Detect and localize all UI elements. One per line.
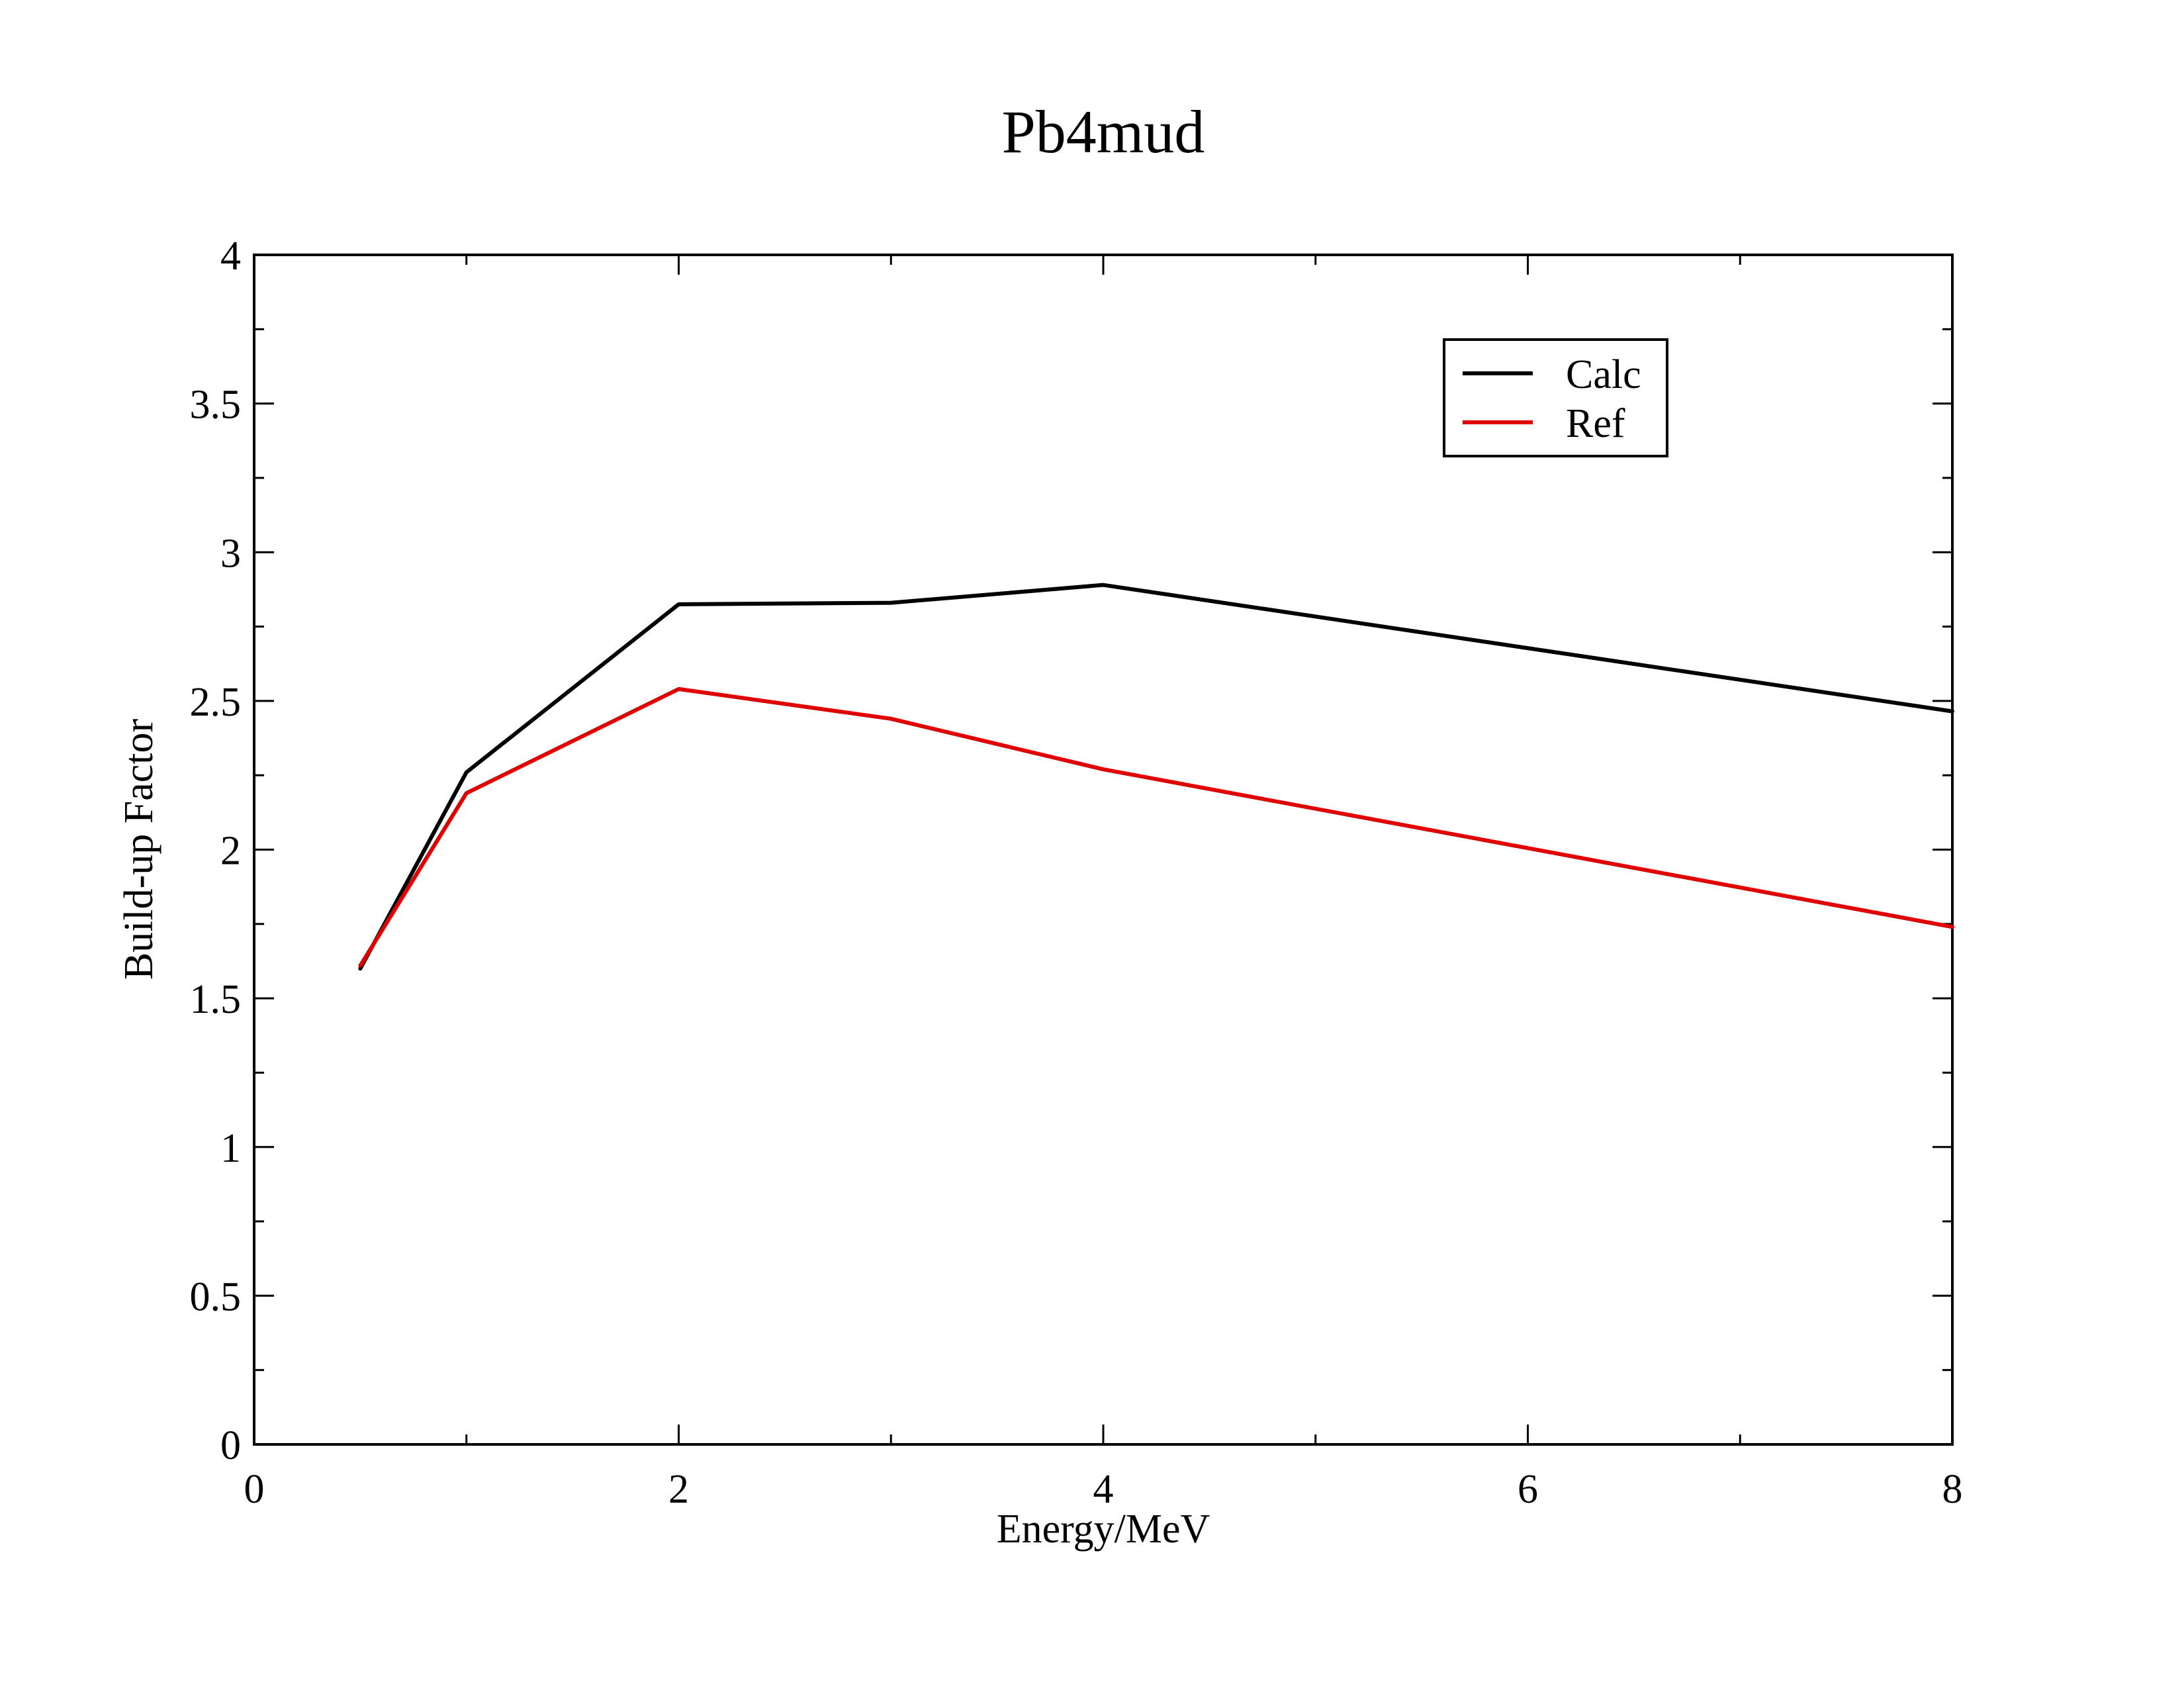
x-tick-label: 6: [1518, 1467, 1538, 1512]
axis-ticks: 0 2 4 6 8 0 0.5 1 1.5 2 2.5 3 3.5 4: [190, 234, 1963, 1512]
x-tick-label: 4: [1093, 1467, 1114, 1512]
y-tick-label: 2.5: [190, 680, 242, 725]
y-tick-label: 3: [220, 531, 241, 576]
series-line-ref: [358, 686, 1954, 968]
y-tick-label: 4: [220, 234, 241, 279]
legend-frame: [1443, 338, 1668, 457]
series-line-calc: [358, 583, 1954, 971]
plot-area-frame: [253, 254, 1954, 1446]
y-axis-label: Build-up Factor: [116, 718, 161, 980]
y-tick-label: 1.5: [190, 977, 242, 1022]
x-axis-label: Energy/MeV: [997, 1507, 1210, 1552]
legend-label-calc: Calc: [1566, 352, 1641, 397]
x-tick-label: 8: [1942, 1467, 1963, 1512]
chart-title: Pb4mud: [1002, 98, 1205, 165]
x-tick-label: 2: [668, 1467, 689, 1512]
y-tick-label: 3.5: [190, 383, 242, 428]
legend-label-ref: Ref: [1566, 401, 1625, 446]
legend: Calc Ref: [1443, 338, 1668, 457]
x-tick-label: 0: [244, 1467, 265, 1512]
y-tick-label: 2: [220, 829, 241, 874]
y-tick-label: 0.5: [190, 1274, 242, 1319]
y-tick-label: 0: [220, 1423, 241, 1468]
y-tick-label: 1: [220, 1126, 241, 1171]
series-layer: [358, 583, 1954, 971]
